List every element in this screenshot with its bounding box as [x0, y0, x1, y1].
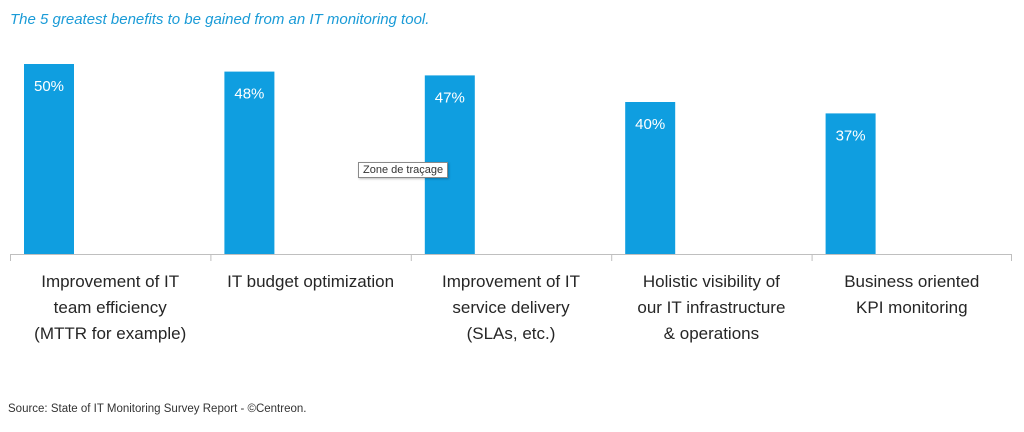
data-label: 47% [435, 89, 465, 106]
category-label-line: KPI monitoring [856, 298, 968, 317]
bar [24, 64, 74, 254]
category-label: Business oriented KPI monitoring [844, 272, 979, 317]
category-label: Improvement of IT team efficiency (MTTR fo… [34, 272, 186, 343]
category-label-line: our IT infrastructure [637, 298, 785, 317]
category-label-line: Improvement of IT [442, 272, 580, 291]
bar [224, 71, 275, 254]
category-label-line: & operations [664, 324, 759, 343]
category-label-line: Business oriented [844, 272, 979, 291]
category-label: Holistic visibility of our IT infrastruct… [637, 272, 785, 343]
data-label: 50% [34, 78, 64, 95]
source-note: Source: State of IT Monitoring Survey Re… [8, 403, 307, 415]
bar [625, 102, 676, 254]
category-labels-layer: Improvement of IT team efficiency (MTTR fo… [34, 272, 979, 343]
bar [825, 113, 876, 255]
category-label: IT budget optimization [227, 272, 394, 291]
data-label: 37% [836, 127, 866, 144]
category-label-line: Holistic visibility of [643, 272, 780, 291]
x-axis-ticks [10, 254, 1012, 261]
bars-layer: 50% 48% 47% 40% 37% [24, 64, 876, 255]
category-label-line: service delivery [452, 298, 570, 317]
plot-area-tooltip: Zone de traçage [358, 162, 449, 178]
category-label-line: Improvement of IT [41, 272, 179, 291]
category-label-line: IT budget optimization [227, 272, 394, 291]
category-label-line: (SLAs, etc.) [467, 324, 556, 343]
category-label-line: team efficiency [54, 298, 168, 317]
chart-title: The 5 greatest benefits to be gained fro… [10, 11, 430, 28]
data-label: 40% [635, 116, 665, 133]
category-label: Improvement of IT service delivery (SLAs, … [442, 272, 580, 343]
data-label: 48% [234, 86, 264, 103]
category-label-line: (MTTR for example) [34, 324, 186, 343]
